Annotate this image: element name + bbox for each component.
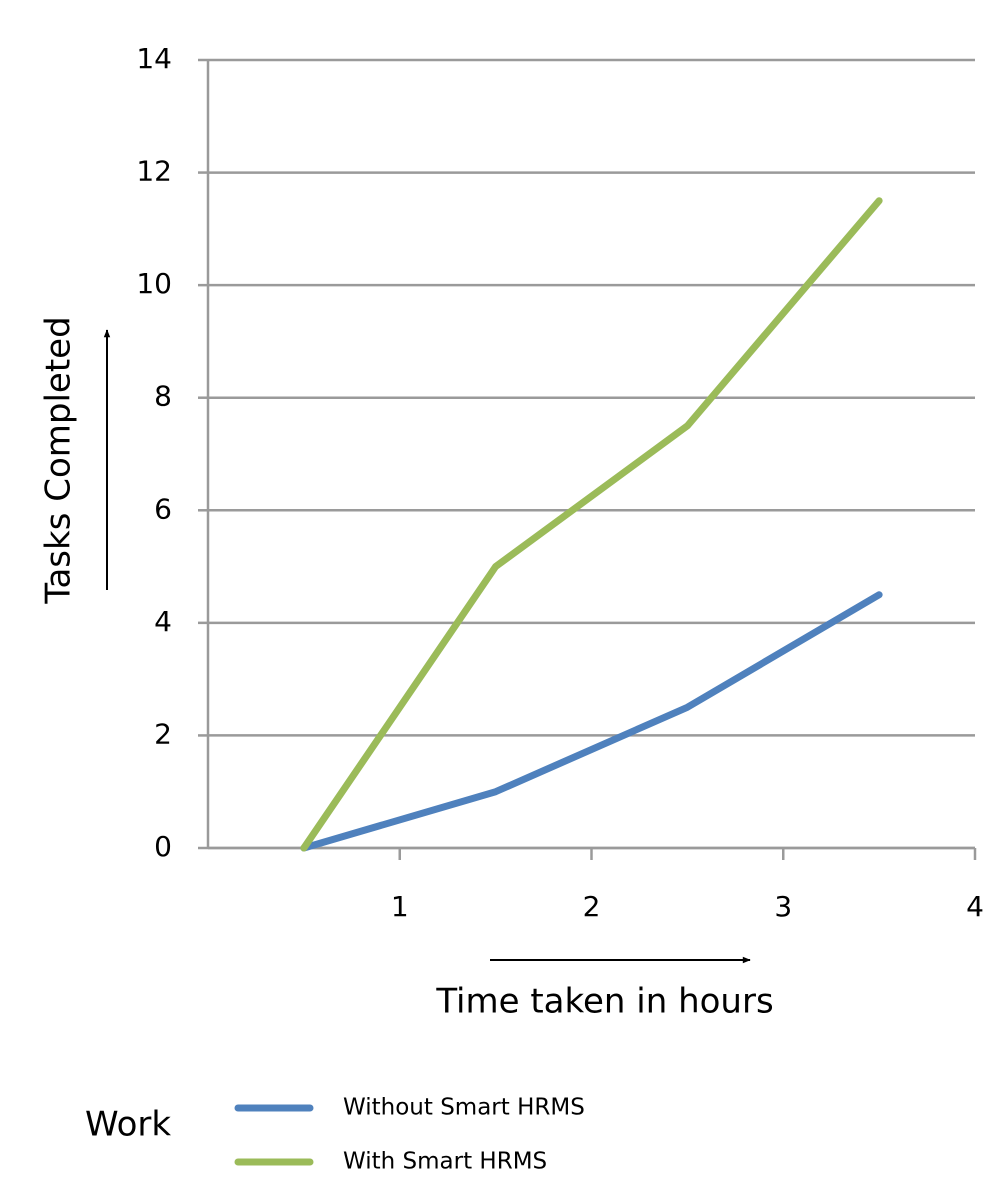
x-tick-label: 4 — [966, 890, 984, 923]
x-axis-title: Time taken in hours — [435, 982, 773, 1022]
y-tick-label: 8 — [154, 380, 172, 413]
y-tick-label: 4 — [154, 605, 172, 638]
legend-label: With Smart HRMS — [343, 1149, 547, 1175]
series-line — [300, 591, 883, 852]
x-tick-label: 3 — [774, 890, 792, 923]
y-tick-label: 0 — [154, 830, 172, 863]
y-tick-label: 2 — [154, 717, 172, 750]
legend-label: Without Smart HRMS — [343, 1095, 585, 1121]
legend-title: Work — [85, 1105, 171, 1145]
x-tick-label: 1 — [391, 890, 409, 923]
y-tick-label: 12 — [136, 155, 172, 188]
y-tick-label: 6 — [154, 492, 172, 525]
y-tick-label: 10 — [136, 267, 172, 300]
x-tick-label: 2 — [583, 890, 601, 923]
series-line — [300, 197, 883, 852]
y-axis-title: Tasks Completed — [39, 316, 79, 604]
y-tick-label: 14 — [136, 42, 172, 75]
